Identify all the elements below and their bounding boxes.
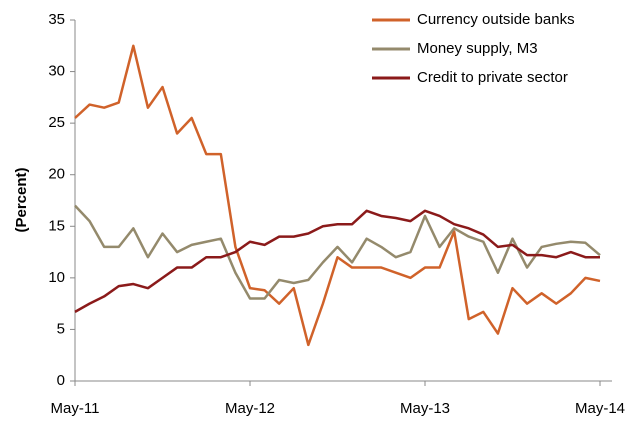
- x-tick-label: May-13: [400, 400, 450, 417]
- y-tick-label: 0: [57, 372, 65, 389]
- y-tick-label: 15: [48, 217, 65, 234]
- series-line: [74, 204, 601, 300]
- series-line: [74, 209, 600, 313]
- y-tick-label: 20: [48, 166, 65, 183]
- y-tick-label: 10: [48, 269, 65, 286]
- legend-label: Credit to private sector: [417, 69, 568, 86]
- y-tick-label: 25: [48, 114, 65, 131]
- y-tick-label: 30: [48, 63, 65, 80]
- legend-label: Money supply, M3: [417, 40, 538, 57]
- y-tick-label: 35: [48, 11, 65, 28]
- x-tick-label: May-14: [575, 400, 625, 417]
- series-line: [74, 44, 601, 347]
- legend-label: Currency outside banks: [417, 11, 575, 28]
- x-tick-label: May-11: [51, 400, 100, 417]
- x-tick-label: May-12: [225, 400, 275, 417]
- y-tick-label: 5: [57, 320, 65, 337]
- y-axis-label: (Percent): [13, 167, 30, 232]
